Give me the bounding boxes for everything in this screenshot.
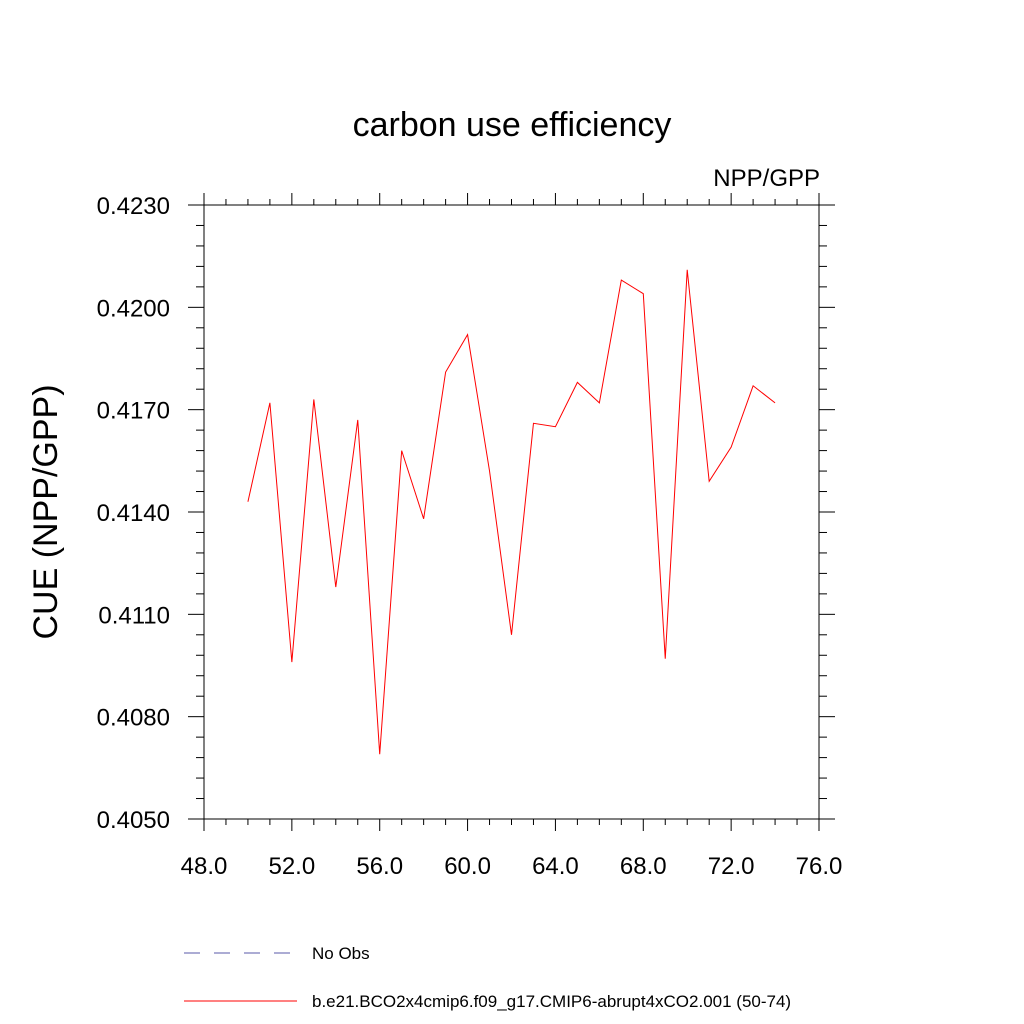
- axis-tick-labels: 48.0 52.0 56.0 60.0 64.0 68.0 72.0 76.0 0.4050 0.…: [97, 193, 843, 880]
- legend: No Obs b.e21.BCO2x4cmip6.f09_g17.CMIP6-ab…: [184, 944, 791, 1011]
- x-tick-label: 72.0: [708, 853, 755, 880]
- x-tick-label: 64.0: [532, 853, 579, 880]
- plot-frame: [203, 204, 820, 820]
- chart-title: carbon use efficiency: [353, 106, 672, 144]
- axis-ticks: [188, 193, 835, 831]
- y-tick-label: 0.4110: [98, 602, 170, 629]
- x-tick-label: 52.0: [268, 853, 315, 880]
- series-lines: [247, 269, 776, 755]
- x-tick-label: 60.0: [444, 853, 491, 880]
- x-tick-label: 68.0: [620, 853, 667, 880]
- y-tick-label: 0.4080: [97, 705, 170, 732]
- legend-label-0: No Obs: [312, 944, 370, 963]
- y-tick-label: 0.4230: [97, 193, 170, 220]
- y-tick-label: 0.4140: [97, 500, 170, 527]
- x-tick-label: 48.0: [181, 853, 228, 880]
- chart-subtitle: NPP/GPP: [713, 165, 820, 192]
- x-tick-label: 56.0: [356, 853, 403, 880]
- y-tick-label: 0.4050: [97, 807, 170, 834]
- y-axis-label: CUE (NPP/GPP): [27, 384, 65, 639]
- y-tick-label: 0.4170: [97, 398, 170, 425]
- series-line-1: [247, 269, 776, 755]
- y-tick-label: 0.4200: [97, 295, 170, 322]
- x-tick-label: 76.0: [796, 853, 843, 880]
- legend-label-1: b.e21.BCO2x4cmip6.f09_g17.CMIP6-abrupt4x…: [312, 992, 791, 1011]
